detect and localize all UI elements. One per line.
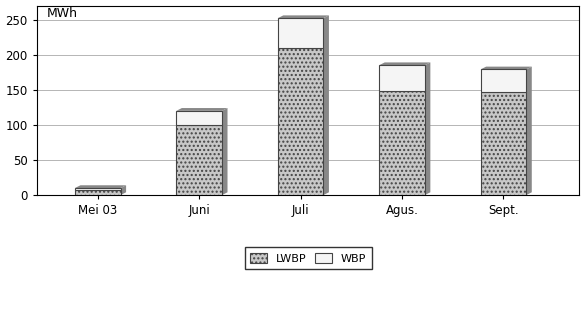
Polygon shape (526, 67, 532, 195)
Polygon shape (75, 185, 126, 188)
Polygon shape (222, 108, 228, 195)
Polygon shape (278, 15, 329, 18)
Bar (480, 92, 526, 195)
Polygon shape (425, 62, 431, 195)
Bar (278, 18, 324, 48)
Bar (176, 111, 222, 125)
Legend: LWBP, WBP: LWBP, WBP (245, 247, 371, 269)
Bar (75, 190, 121, 195)
Text: MWh: MWh (47, 7, 78, 20)
Polygon shape (176, 108, 228, 111)
Polygon shape (121, 185, 126, 195)
Bar (379, 65, 425, 91)
Bar (278, 48, 324, 195)
Bar (379, 91, 425, 195)
Polygon shape (324, 15, 329, 195)
Bar (480, 69, 526, 92)
Bar (75, 188, 121, 190)
Polygon shape (379, 62, 431, 65)
Bar (176, 125, 222, 195)
Polygon shape (480, 67, 532, 69)
